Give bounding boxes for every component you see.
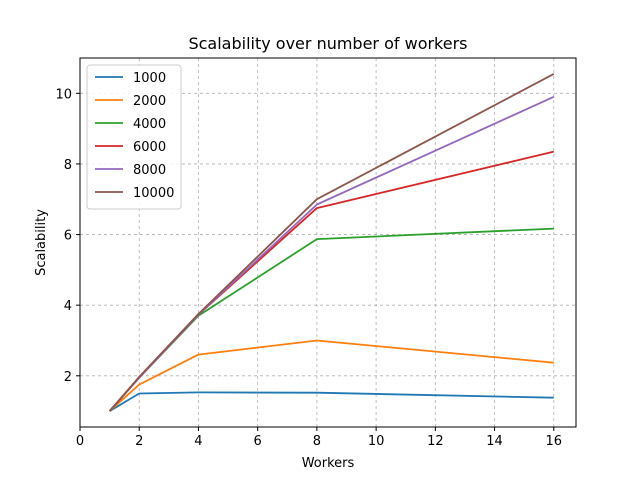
plot-frame [79,57,577,428]
series-line-10000 [108,73,555,412]
legend-label-2000: 2000 [133,94,166,109]
x-tick-label: 12 [427,434,444,449]
x-tick-label: 6 [254,434,262,449]
x-tick-label: 10 [368,434,385,449]
x-tick-label: 4 [194,434,202,449]
y-axis-label: Scalability [34,209,49,276]
y-tick-label: 8 [64,158,72,173]
legend-label-1000: 1000 [133,71,166,86]
series-line-2000 [108,339,554,412]
chart-title: Scalability over number of workers [188,34,467,53]
y-tick-label: 10 [55,87,72,102]
legend-label-8000: 8000 [133,163,166,178]
series-line-1000 [109,391,554,412]
legend-box [86,64,182,210]
legend-label-10000: 10000 [133,186,174,201]
y-tick-label: 2 [64,370,72,385]
x-tick-label: 8 [313,434,321,449]
x-tick-label: 2 [135,434,143,449]
x-tick-label: 16 [546,434,563,449]
legend: 1000 2000 4000 6000 8000 10000 [86,64,182,210]
x-tick-label: 14 [486,434,503,449]
y-tick-label: 6 [64,229,72,244]
series-lines [108,73,555,412]
x-tick-label: 0 [76,434,84,449]
legend-label-6000: 6000 [133,140,166,155]
y-tick-label: 4 [64,299,72,314]
legend-label-4000: 4000 [133,117,166,132]
axis-ticks: 0 2 4 6 8 10 12 14 16 2 4 6 8 10 [55,87,562,449]
x-axis-label: Workers [302,456,355,471]
